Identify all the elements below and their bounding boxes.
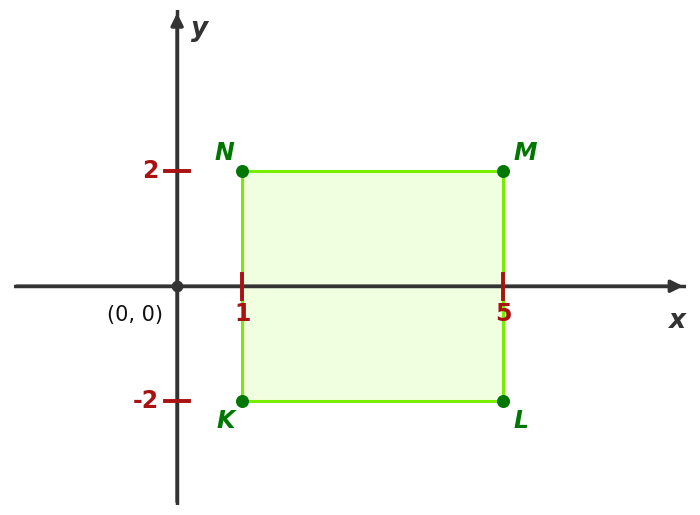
Text: L: L [513, 409, 528, 433]
Text: 2: 2 [143, 159, 159, 183]
Text: K: K [216, 409, 235, 433]
Point [237, 397, 248, 405]
Point [498, 167, 509, 176]
Text: -2: -2 [133, 389, 159, 413]
Text: x: x [668, 308, 685, 334]
Text: 5: 5 [495, 302, 512, 327]
Text: 1: 1 [234, 302, 251, 327]
Point [498, 397, 509, 405]
Text: N: N [215, 141, 235, 165]
Point [172, 282, 183, 290]
Text: (0, 0): (0, 0) [107, 305, 163, 324]
Point [237, 167, 248, 176]
Text: y: y [192, 16, 209, 42]
Polygon shape [242, 171, 503, 401]
Text: M: M [513, 141, 537, 165]
